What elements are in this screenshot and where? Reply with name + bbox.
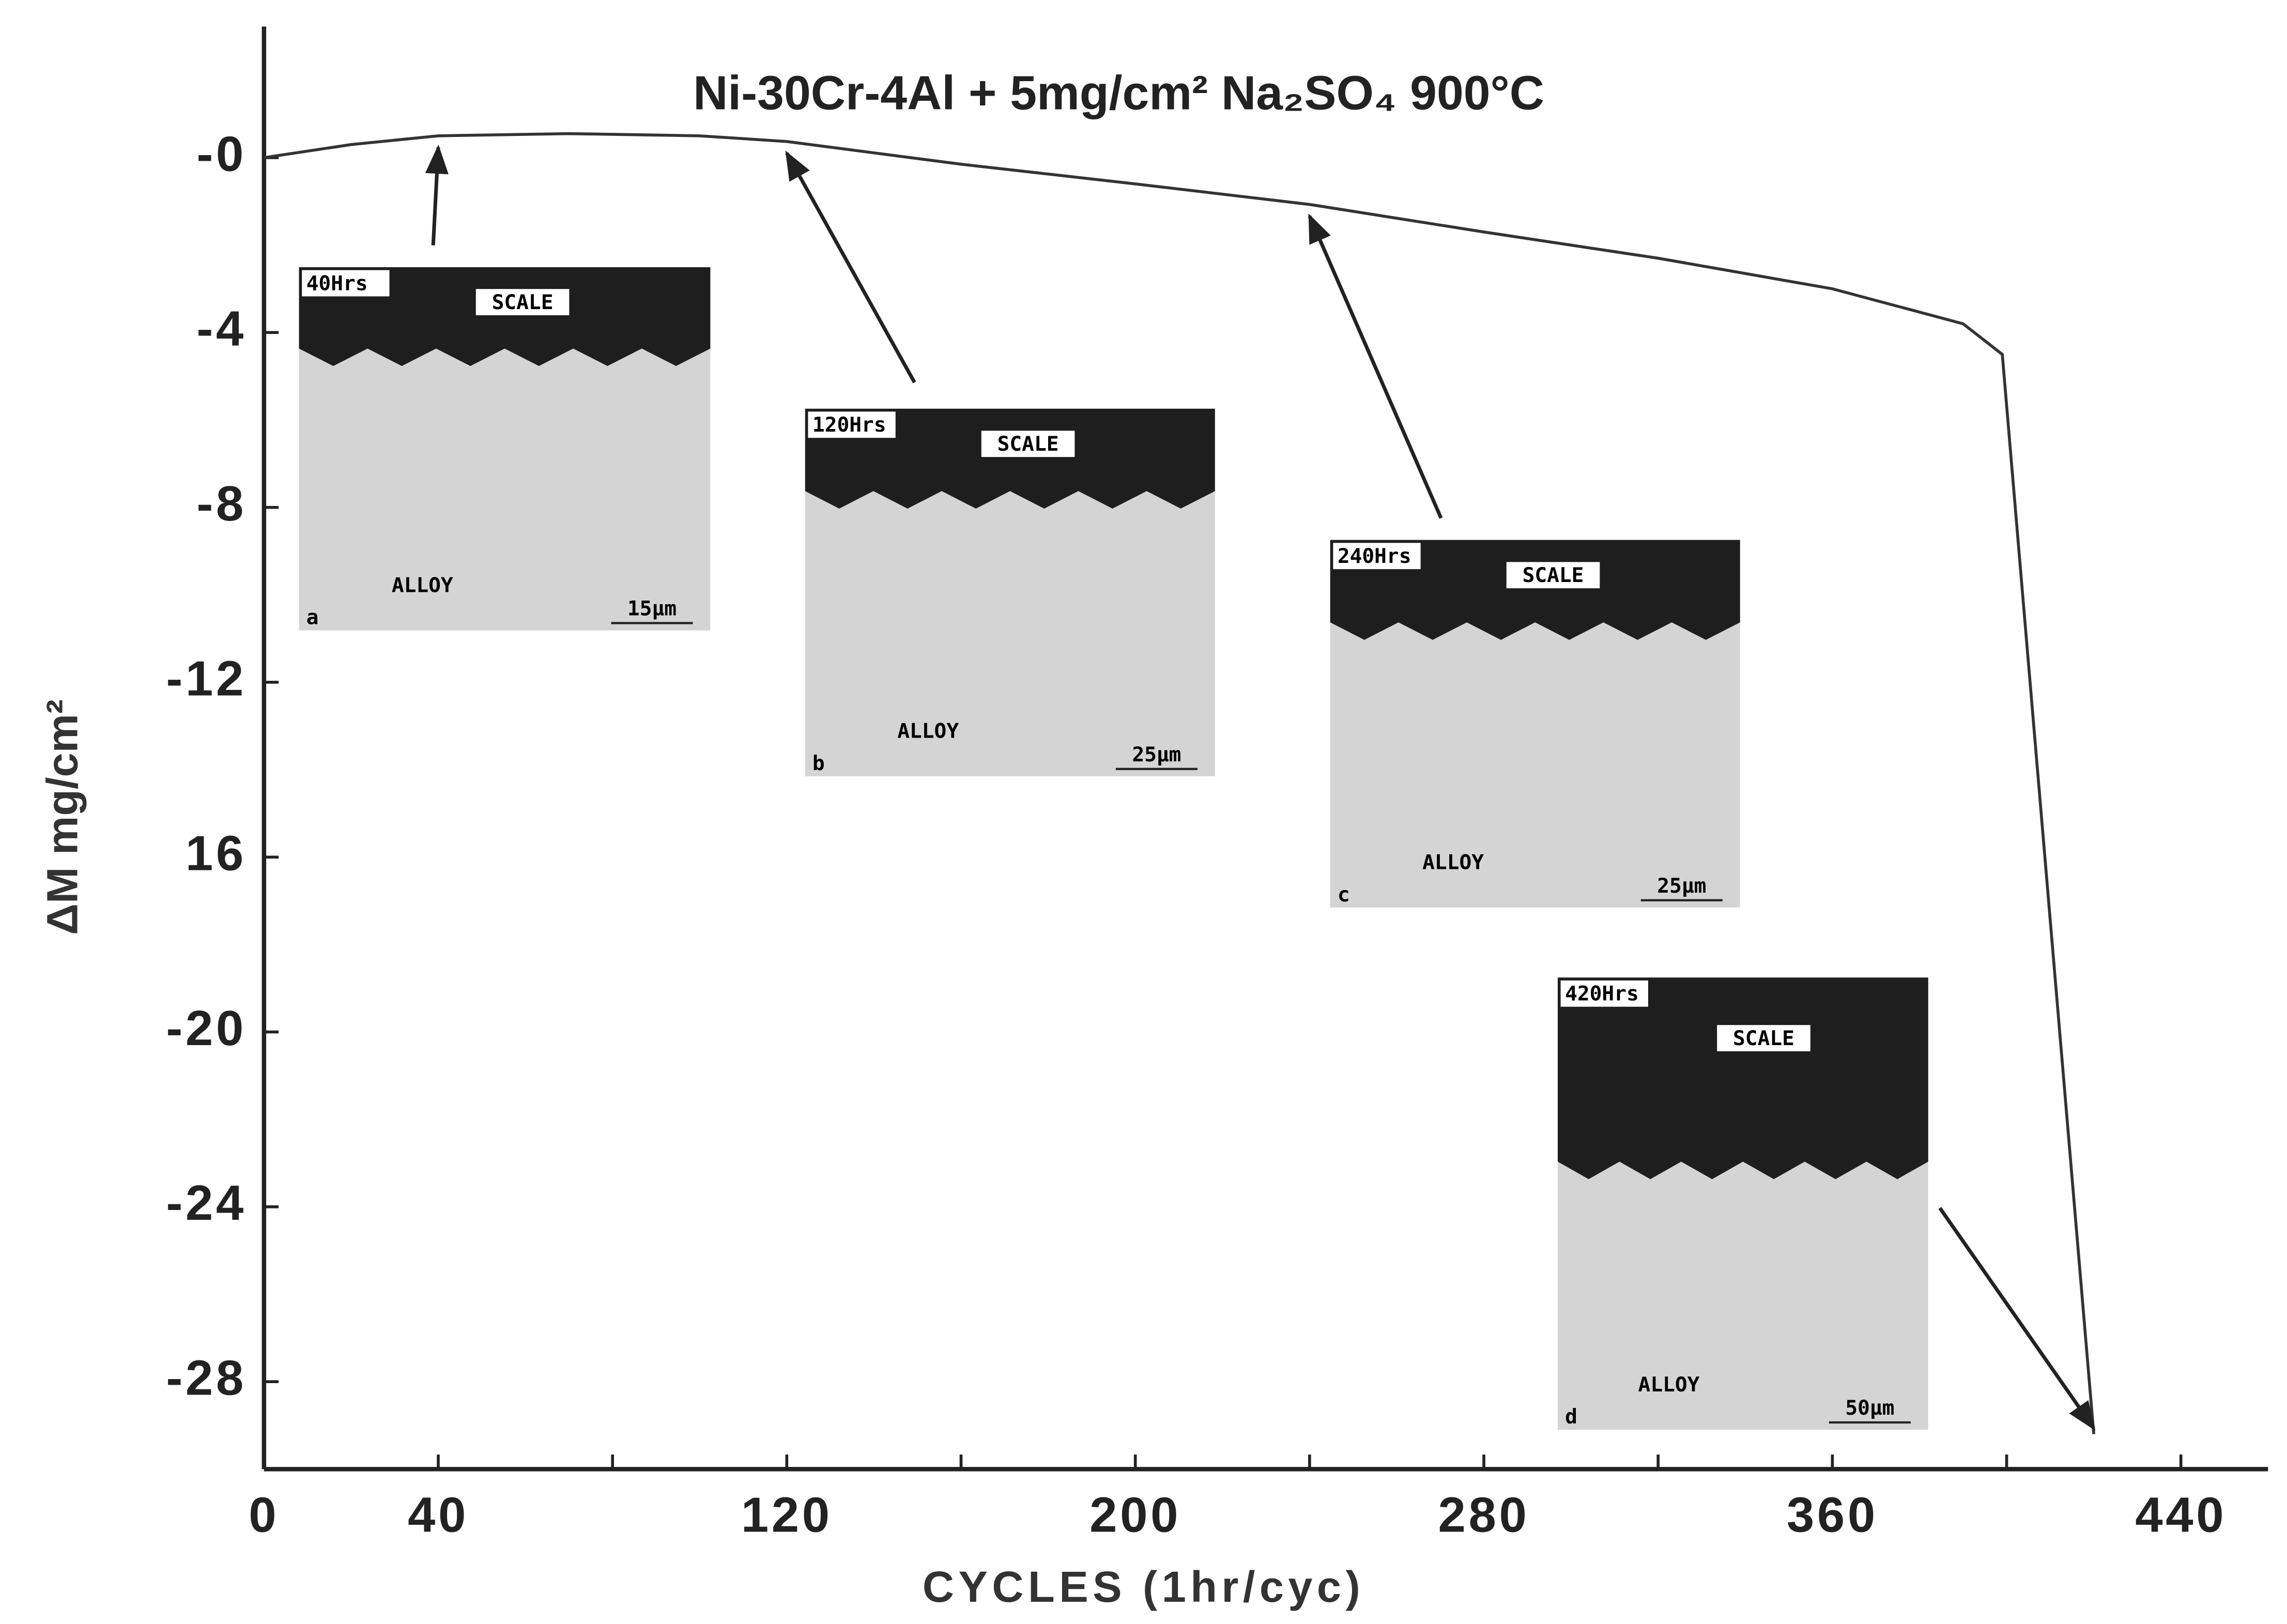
inset-letter: c — [1338, 883, 1350, 907]
y-tick-label: -28 — [166, 1351, 247, 1406]
inset: 420Hrs SCALE ALLOY 50µm d — [1557, 977, 1928, 1430]
inset-scale-label: SCALE — [1523, 563, 1584, 587]
y-tick-label: -12 — [166, 651, 247, 706]
y-tick-label: 16 — [186, 826, 247, 881]
x-tick-label: 280 — [1438, 1488, 1530, 1543]
inset-alloy-label: ALLOY — [1422, 851, 1484, 875]
inset-label-bg — [1560, 980, 1648, 1007]
y-tick-label: -0 — [196, 126, 247, 181]
inset-time: 240Hrs — [1338, 544, 1411, 568]
x-tick-label: 0 — [249, 1488, 279, 1543]
y-tick-label: -4 — [196, 301, 247, 357]
x-tick-label: 40 — [408, 1488, 469, 1543]
inset-scale-label: SCALE — [997, 432, 1059, 456]
inset-time: 120Hrs — [812, 413, 886, 437]
inset-scale — [1557, 977, 1928, 1179]
y-tick-label: -24 — [166, 1175, 247, 1231]
inset-label-bg — [808, 411, 896, 438]
inset: 240Hrs SCALE ALLOY 25µm c — [1330, 540, 1740, 908]
inset-label-bg — [302, 270, 390, 297]
inset-alloy-label: ALLOY — [1638, 1373, 1700, 1397]
inset-scale-bg — [1506, 562, 1600, 589]
y-tick-label: -20 — [166, 1001, 247, 1056]
inset-scale — [805, 408, 1215, 509]
x-tick-label: 120 — [741, 1488, 833, 1543]
inset: 120Hrs SCALE ALLOY 25µm b — [805, 408, 1215, 776]
inset-arrow — [785, 150, 916, 384]
y-axis-label: ΔM mg/cm² — [37, 699, 86, 935]
inset-alloy-label: ALLOY — [897, 719, 959, 743]
inset-arrow — [1938, 1207, 2096, 1431]
x-axis-label: CYCLES (1hr/cyc) — [923, 1562, 1364, 1611]
inset-time: 420Hrs — [1565, 982, 1639, 1006]
inset-bar-label: 25µm — [1657, 874, 1706, 898]
inset-scale-label: SCALE — [492, 290, 554, 314]
x-tick-label: 440 — [2135, 1488, 2227, 1543]
inset-bar-label: 15µm — [627, 597, 677, 621]
chart-title: Ni-30Cr-4Al + 5mg/cm² Na₂SO₄ 900°C — [693, 66, 1544, 119]
inset-scale — [299, 267, 711, 366]
inset-time: 40Hrs — [306, 271, 368, 295]
inset-scale-label: SCALE — [1733, 1027, 1794, 1050]
inset-scale-bg — [475, 289, 570, 315]
data-line — [264, 132, 2095, 1434]
x-tick-label: 200 — [1089, 1488, 1181, 1543]
y-tick-label: -8 — [196, 476, 247, 531]
inset-scale-bg — [1717, 1025, 1810, 1051]
inset-alloy-label: ALLOY — [392, 573, 453, 597]
inset-letter: b — [812, 752, 825, 775]
inset-letter: d — [1565, 1405, 1577, 1429]
inset-scale-bg — [981, 431, 1075, 457]
inset-scale — [1330, 540, 1740, 640]
inset-letter: a — [306, 606, 319, 630]
inset-bar-label: 25µm — [1132, 743, 1181, 767]
x-tick-label: 360 — [1787, 1488, 1878, 1543]
inset-bar-label: 50µm — [1845, 1396, 1894, 1420]
inset-arrow — [1308, 213, 1443, 519]
inset-arrow — [425, 144, 449, 246]
inset: 40Hrs SCALE ALLOY 15µm a — [299, 267, 711, 631]
inset-label-bg — [1333, 543, 1421, 570]
